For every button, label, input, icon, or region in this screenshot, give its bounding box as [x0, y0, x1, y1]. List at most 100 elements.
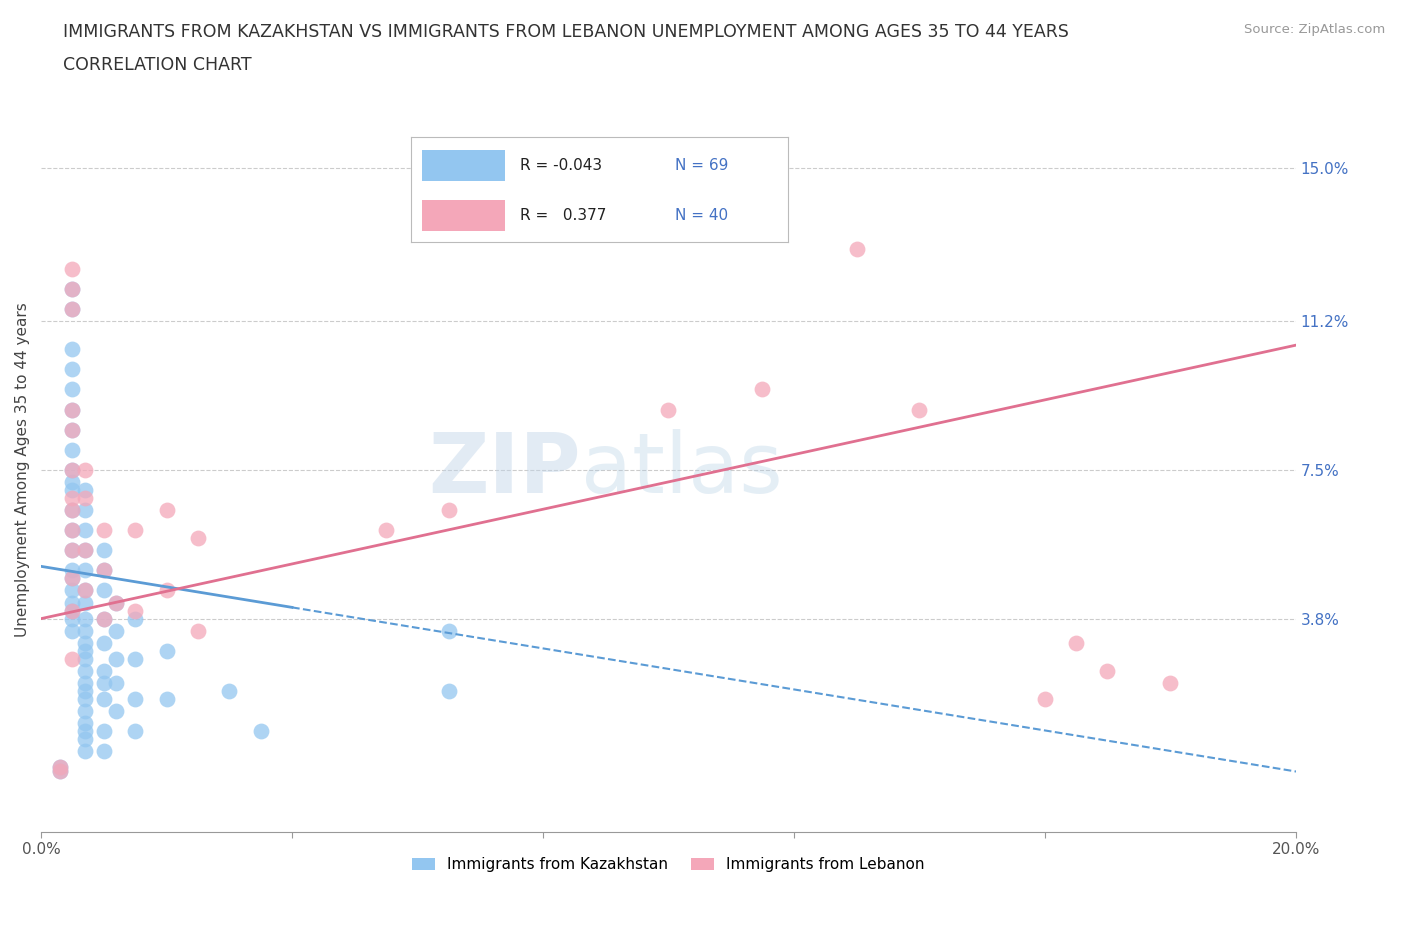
Point — [93, 692, 115, 707]
Point — [93, 583, 115, 598]
Point — [73, 635, 96, 650]
Point — [62, 502, 84, 517]
Point — [73, 543, 96, 558]
Point — [124, 611, 146, 626]
Point — [105, 704, 128, 719]
Point — [62, 604, 84, 618]
Legend: Immigrants from Kazakhstan, Immigrants from Lebanon: Immigrants from Kazakhstan, Immigrants f… — [406, 851, 931, 878]
Point — [93, 523, 115, 538]
Point — [73, 716, 96, 731]
Point — [62, 483, 84, 498]
Point — [124, 651, 146, 666]
Point — [93, 563, 115, 578]
Point — [375, 523, 398, 538]
Point — [73, 692, 96, 707]
Point — [218, 684, 240, 698]
Point — [93, 563, 115, 578]
Point — [62, 301, 84, 316]
Point — [187, 623, 209, 638]
Point — [62, 563, 84, 578]
Point — [73, 611, 96, 626]
Point — [105, 623, 128, 638]
Point — [124, 692, 146, 707]
Point — [73, 704, 96, 719]
Point — [93, 543, 115, 558]
Point — [93, 675, 115, 690]
Point — [155, 644, 177, 658]
Point — [657, 402, 679, 417]
Point — [62, 604, 84, 618]
Point — [1064, 635, 1087, 650]
Point — [62, 571, 84, 586]
Point — [155, 583, 177, 598]
Point — [49, 764, 72, 778]
Y-axis label: Unemployment Among Ages 35 to 44 years: Unemployment Among Ages 35 to 44 years — [15, 302, 30, 637]
Point — [62, 543, 84, 558]
Point — [49, 760, 72, 775]
Point — [62, 342, 84, 357]
Point — [62, 502, 84, 517]
Point — [93, 724, 115, 738]
Point — [187, 531, 209, 546]
Point — [62, 611, 84, 626]
Text: atlas: atlas — [581, 430, 782, 511]
Point — [73, 563, 96, 578]
Point — [49, 760, 72, 775]
Point — [751, 382, 773, 397]
Point — [105, 595, 128, 610]
Point — [437, 502, 460, 517]
Point — [62, 422, 84, 437]
Point — [751, 193, 773, 208]
Point — [62, 583, 84, 598]
Text: IMMIGRANTS FROM KAZAKHSTAN VS IMMIGRANTS FROM LEBANON UNEMPLOYMENT AMONG AGES 35: IMMIGRANTS FROM KAZAKHSTAN VS IMMIGRANTS… — [63, 23, 1069, 41]
Point — [73, 623, 96, 638]
Point — [73, 502, 96, 517]
Point — [73, 462, 96, 477]
Point — [105, 675, 128, 690]
Point — [124, 523, 146, 538]
Point — [73, 724, 96, 738]
Point — [62, 623, 84, 638]
Point — [73, 644, 96, 658]
Point — [62, 402, 84, 417]
Point — [124, 604, 146, 618]
Point — [93, 611, 115, 626]
Point — [437, 623, 460, 638]
Point — [62, 462, 84, 477]
Point — [105, 595, 128, 610]
Point — [73, 583, 96, 598]
Point — [249, 724, 271, 738]
Text: CORRELATION CHART: CORRELATION CHART — [63, 56, 252, 73]
Point — [1097, 663, 1119, 678]
Point — [908, 402, 931, 417]
Point — [124, 724, 146, 738]
Point — [62, 523, 84, 538]
Point — [1159, 675, 1181, 690]
Point — [93, 611, 115, 626]
Point — [1033, 692, 1056, 707]
Point — [62, 402, 84, 417]
Text: Source: ZipAtlas.com: Source: ZipAtlas.com — [1244, 23, 1385, 36]
Point — [73, 675, 96, 690]
Point — [155, 692, 177, 707]
Point — [73, 595, 96, 610]
Point — [73, 483, 96, 498]
Point — [62, 490, 84, 505]
Point — [105, 651, 128, 666]
Point — [62, 543, 84, 558]
Point — [62, 443, 84, 458]
Point — [62, 422, 84, 437]
Point — [155, 502, 177, 517]
Point — [62, 651, 84, 666]
Point — [93, 663, 115, 678]
Point — [62, 595, 84, 610]
Point — [437, 684, 460, 698]
Point — [62, 261, 84, 276]
Point — [62, 282, 84, 297]
Point — [73, 663, 96, 678]
Point — [73, 583, 96, 598]
Point — [73, 490, 96, 505]
Point — [93, 744, 115, 759]
Point — [73, 523, 96, 538]
Point — [73, 684, 96, 698]
